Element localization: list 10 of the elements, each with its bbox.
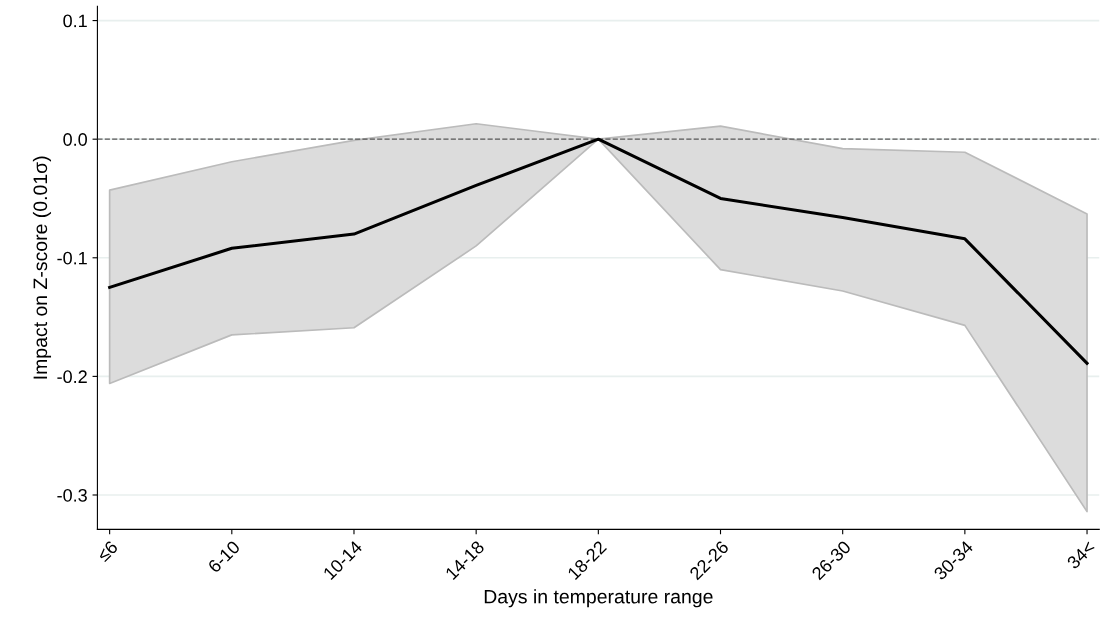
y-tick-label: -0.3 [57,488,87,502]
y-tick-label: -0.1 [57,251,87,265]
line-series [108,137,1089,365]
x-tick-label: ≤6 [96,540,119,563]
y-tick-label: 0.1 [63,14,87,28]
y-axis-title: Impact on Z-score (0.01σ) [32,156,52,379]
x-axis-title: Days in temperature range [484,589,713,608]
y-tick-label: 0.0 [63,133,87,146]
y-tick-label: -0.2 [57,370,87,384]
x-tick-label: 34< [1066,540,1096,570]
